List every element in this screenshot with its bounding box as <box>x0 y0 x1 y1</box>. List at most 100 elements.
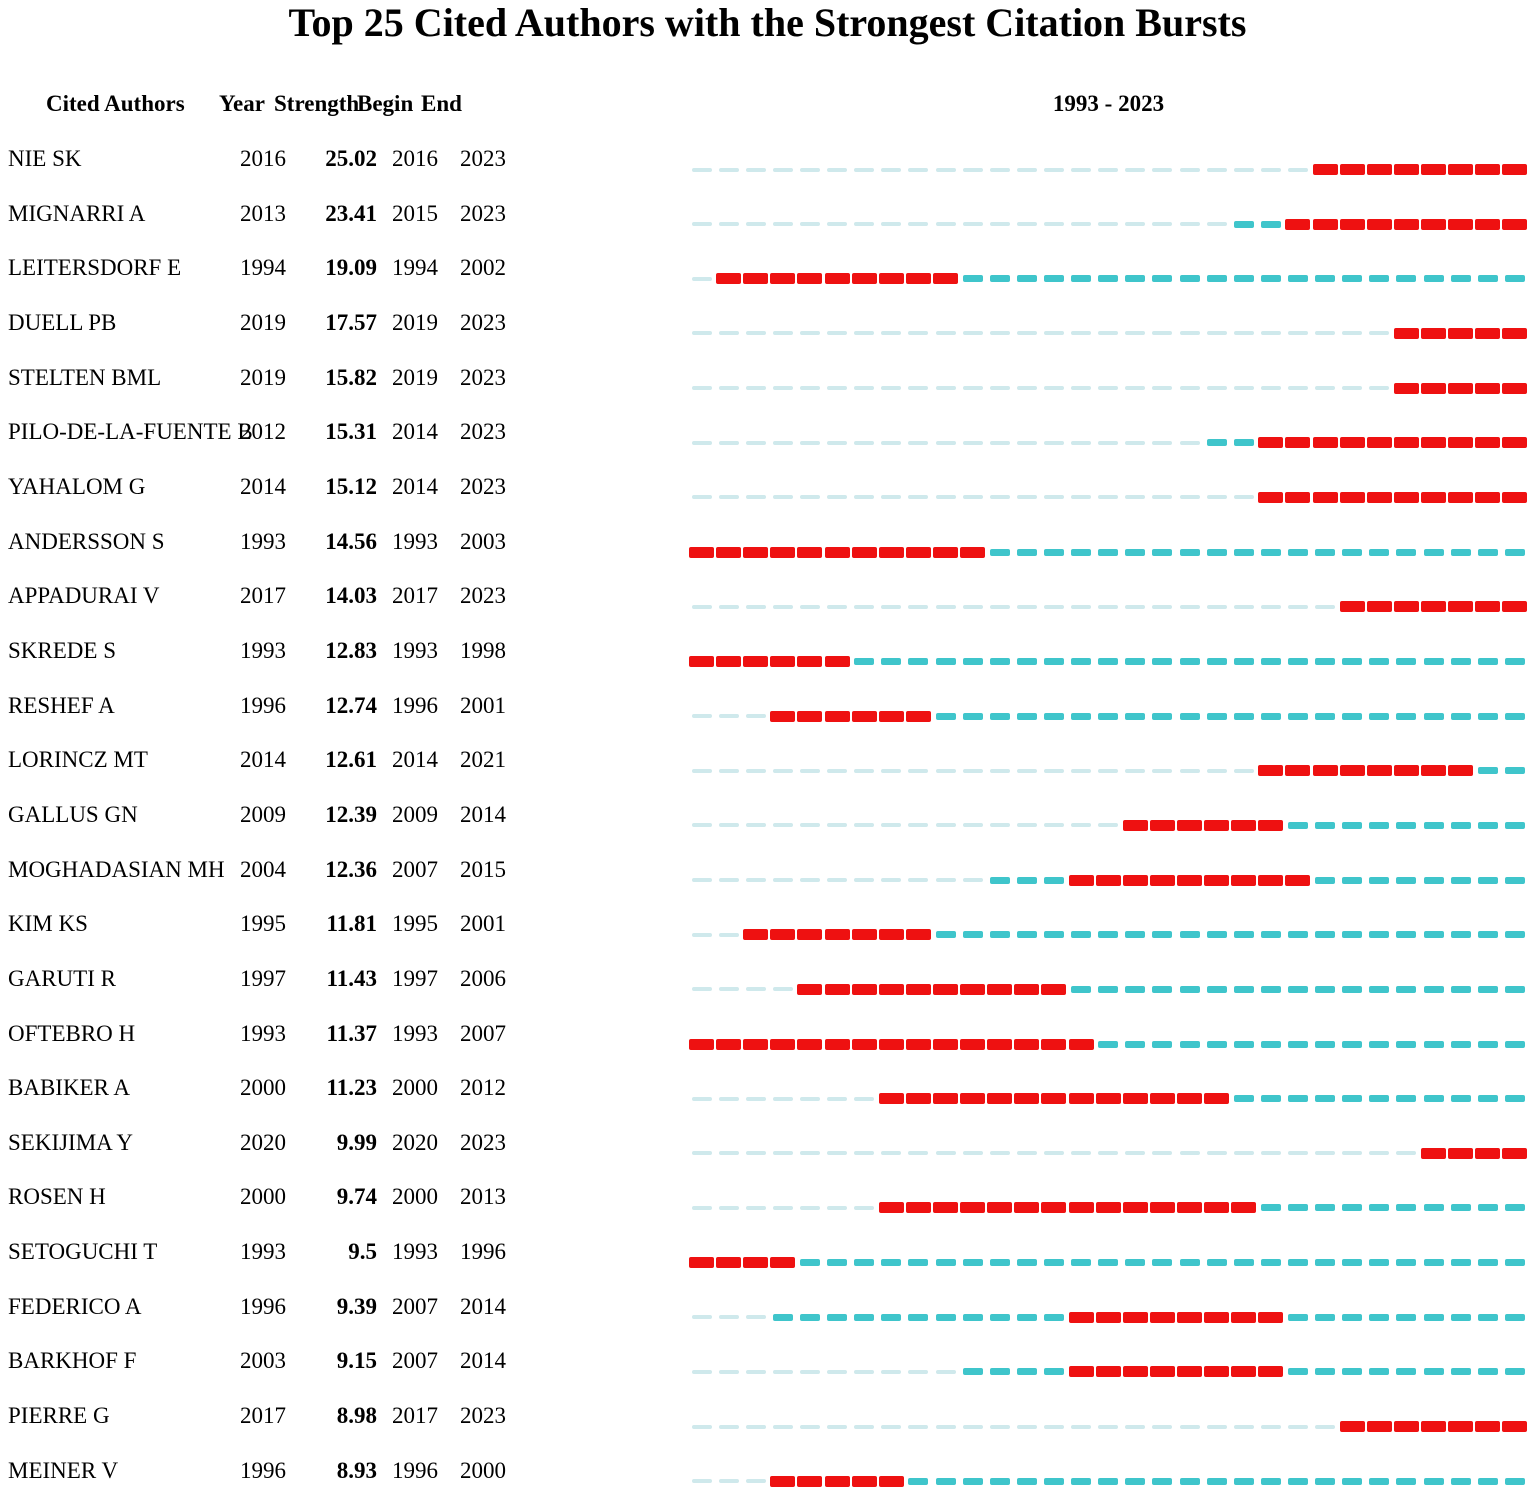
year-segment-2017 <box>1339 868 1366 893</box>
inactive-dash <box>1016 331 1037 336</box>
year-segment-2007 <box>1068 1414 1095 1439</box>
year-segment-1995 <box>742 813 769 838</box>
year-segment-2019 <box>1393 594 1420 619</box>
year-segment-1994 <box>715 1359 742 1384</box>
active-dash <box>1396 1204 1417 1212</box>
burst-begin-year: 2017 <box>392 1403 438 1429</box>
active-dash <box>1206 712 1227 720</box>
inactive-dash <box>1342 331 1363 336</box>
burst-end-year: 2014 <box>460 801 506 827</box>
inactive-dash <box>1260 1151 1281 1156</box>
year-segment-1998 <box>824 1032 851 1057</box>
year-segment-1995 <box>742 1086 769 1111</box>
burst-begin-year: 2007 <box>392 856 438 882</box>
inactive-dash <box>1179 440 1200 445</box>
year-segment-2012 <box>1203 540 1230 565</box>
year-segment-2017 <box>1339 321 1366 346</box>
year-segment-2003 <box>959 1086 986 1111</box>
year-segment-2010 <box>1149 922 1176 947</box>
active-dash <box>1342 657 1363 665</box>
inactive-dash <box>1043 167 1064 172</box>
year-segment-2006 <box>1040 868 1067 893</box>
active-dash <box>1396 1313 1417 1321</box>
inactive-dash <box>1098 823 1119 828</box>
inactive-dash <box>854 823 875 828</box>
active-dash <box>1423 657 1444 665</box>
year-segment-1998 <box>824 649 851 674</box>
burst-dash <box>797 655 823 667</box>
timeline-bar <box>688 157 1529 182</box>
year-segment-1997 <box>796 1414 823 1439</box>
year-segment-2013 <box>1230 1250 1257 1275</box>
year-segment-2017 <box>1339 1414 1366 1439</box>
year-segment-2020 <box>1420 1086 1447 1111</box>
inactive-dash <box>1125 222 1146 227</box>
inactive-dash <box>1098 495 1119 500</box>
timeline-bar <box>688 1359 1529 1384</box>
first-cited-year: 2019 <box>240 309 286 335</box>
burst-strength: 25.02 <box>325 146 377 171</box>
year-segment-2023 <box>1501 1141 1528 1166</box>
year-segment-2015 <box>1284 1359 1311 1384</box>
burst-dash <box>960 546 986 558</box>
inactive-dash <box>799 440 820 445</box>
inactive-dash <box>827 331 848 336</box>
year-segment-2000 <box>878 1195 905 1220</box>
author-name: SEKIJIMA Y <box>8 1129 134 1155</box>
burst-dash <box>1393 1421 1419 1433</box>
inactive-dash <box>691 987 712 992</box>
first-cited-year: 2017 <box>240 583 286 609</box>
year-segment-2016 <box>1312 868 1339 893</box>
year-segment-1996 <box>769 1086 796 1111</box>
year-segment-2016 <box>1312 321 1339 346</box>
year-segment-2013 <box>1230 1469 1257 1494</box>
author-name: BARKHOF F <box>8 1348 137 1374</box>
year-segment-2007 <box>1068 594 1095 619</box>
active-dash <box>1016 548 1037 556</box>
burst-rows-container: NIE SK 2016 25.02 2016 2023 MIGNARRI A 2… <box>0 143 1535 1509</box>
burst-dash <box>851 983 877 995</box>
inactive-dash <box>1098 386 1119 391</box>
year-segment-2022 <box>1474 1250 1501 1275</box>
year-segment-2010 <box>1149 212 1176 237</box>
inactive-dash <box>1071 167 1092 172</box>
year-segment-2010 <box>1149 376 1176 401</box>
inactive-dash <box>1098 167 1119 172</box>
year-segment-2017 <box>1339 594 1366 619</box>
year-segment-2005 <box>1013 649 1040 674</box>
burst-end-year: 2001 <box>460 692 506 718</box>
year-segment-1999 <box>851 1195 878 1220</box>
year-segment-1995 <box>742 704 769 729</box>
burst-dash <box>1475 164 1501 175</box>
burst-dash <box>1068 874 1094 886</box>
inactive-dash <box>989 331 1010 336</box>
year-segment-2018 <box>1366 868 1393 893</box>
year-segment-1999 <box>851 430 878 455</box>
inactive-dash <box>908 222 929 227</box>
inactive-dash <box>1287 604 1308 609</box>
burst-dash <box>1204 874 1230 886</box>
burst-dash <box>1448 491 1474 503</box>
active-dash <box>1396 1040 1417 1048</box>
year-segment-2008 <box>1095 758 1122 783</box>
year-segment-2018 <box>1366 594 1393 619</box>
year-segment-1996 <box>769 1032 796 1057</box>
active-dash <box>1016 712 1037 720</box>
year-segment-2000 <box>878 1305 905 1330</box>
year-segment-2010 <box>1149 758 1176 783</box>
year-segment-1996 <box>769 594 796 619</box>
inactive-dash <box>1206 1424 1227 1429</box>
inactive-dash <box>908 331 929 336</box>
burst-begin-year: 2019 <box>392 309 438 335</box>
year-segment-2014 <box>1257 758 1284 783</box>
burst-dash <box>743 1257 769 1269</box>
inactive-dash <box>745 167 766 172</box>
burst-row: BARKHOF F 2003 9.15 2007 2014 <box>0 1345 1535 1400</box>
burst-dash <box>878 546 904 558</box>
year-segment-2010 <box>1149 321 1176 346</box>
active-dash <box>989 1477 1010 1485</box>
year-segment-1997 <box>796 1032 823 1057</box>
inactive-dash <box>989 1151 1010 1156</box>
burst-dash <box>1339 1421 1365 1433</box>
inactive-dash <box>745 714 766 719</box>
